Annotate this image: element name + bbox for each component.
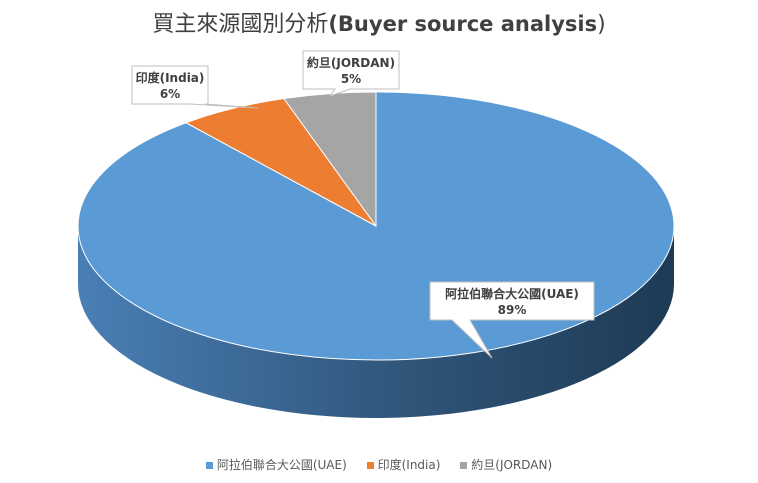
- data-label-jordan: 約旦(JORDAN) 5%: [302, 50, 400, 97]
- legend-swatch-jordan: [460, 462, 468, 469]
- data-label-box-india: [131, 65, 259, 109]
- data-label-india: 印度(India) 6%: [131, 65, 259, 109]
- chart-title-close: ): [597, 12, 606, 37]
- data-label-box-jordan: [302, 50, 400, 97]
- legend-item-uae[interactable]: 阿拉伯聯合大公國(UAE): [205, 456, 347, 473]
- data-label-value-jordan: 5%: [341, 72, 361, 86]
- legend-item-india[interactable]: 印度(India): [366, 456, 441, 473]
- legend-swatch-india: [366, 462, 374, 469]
- data-label-value-uae: 89%: [498, 303, 527, 317]
- pie-side-uae: [78, 226, 674, 418]
- chart-title-en: (Buyer source analysis: [328, 12, 598, 36]
- data-label-value-india: 6%: [160, 87, 180, 101]
- data-label-name-india: 印度(India): [136, 70, 205, 85]
- chart-title-cjk: 買主來源國別分析: [152, 12, 329, 37]
- legend-swatch-uae: [205, 462, 213, 469]
- legend-label-uae: 阿拉伯聯合大公國(UAE): [216, 458, 347, 472]
- chart-title: 買主來源國別分析(Buyer source analysis): [0, 6, 758, 38]
- legend-label-jordan: 約旦(JORDAN): [471, 458, 553, 472]
- legend: 阿拉伯聯合大公國(UAE) 印度(India) 約旦(JORDAN): [0, 456, 758, 473]
- data-label-name-uae: 阿拉伯聯合大公國(UAE): [445, 286, 579, 301]
- data-label-name-jordan: 約旦(JORDAN): [307, 55, 395, 70]
- data-label-uae: 阿拉伯聯合大公國(UAE) 89%: [429, 281, 595, 359]
- legend-label-india: 印度(India): [377, 458, 441, 472]
- data-label-box-uae: [429, 281, 595, 359]
- legend-item-jordan[interactable]: 約旦(JORDAN): [460, 456, 552, 473]
- pie-slice-jordan[interactable]: [283, 91, 377, 228]
